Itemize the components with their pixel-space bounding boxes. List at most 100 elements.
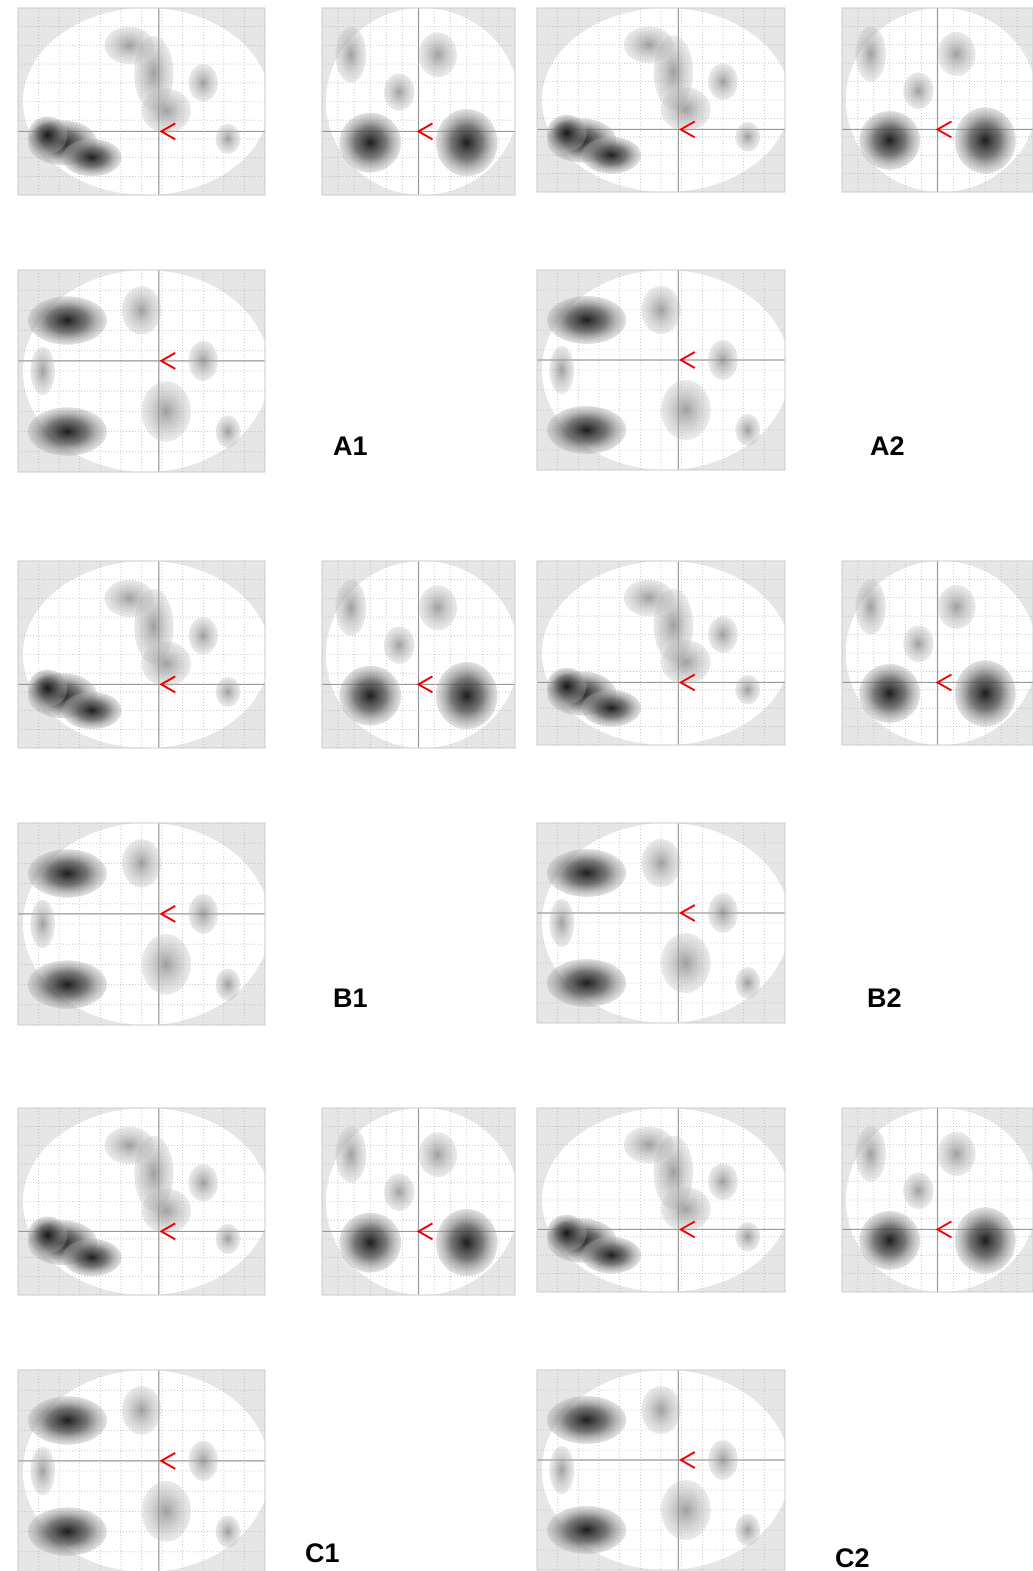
activation-blob xyxy=(641,286,681,334)
activation-blob xyxy=(938,1132,976,1176)
activation-blob xyxy=(547,115,587,152)
activation-blob xyxy=(641,1386,681,1434)
activation-blob xyxy=(339,666,401,726)
activation-blob xyxy=(549,899,574,947)
activation-blob xyxy=(903,625,934,662)
activation-blob xyxy=(938,585,976,629)
activation-blob xyxy=(661,380,711,440)
activation-blob xyxy=(30,1447,55,1495)
activation-blob xyxy=(624,26,674,63)
activation-blob xyxy=(28,1216,68,1253)
brain-panel xyxy=(842,561,1033,745)
activation-blob xyxy=(336,1127,367,1183)
brain-panel xyxy=(322,8,519,195)
activation-blob xyxy=(28,960,107,1008)
activation-blob xyxy=(549,1446,574,1494)
activation-blob xyxy=(436,109,498,176)
panel-label: B1 xyxy=(333,983,368,1013)
panels xyxy=(18,8,1033,1571)
activation-blob xyxy=(708,893,738,933)
activation-blob xyxy=(547,959,626,1007)
activation-blob xyxy=(62,692,121,729)
activation-blob xyxy=(384,626,415,663)
activation-blob xyxy=(336,580,367,636)
activation-blob xyxy=(624,579,674,616)
activation-blob xyxy=(582,137,642,174)
panel-label: C2 xyxy=(835,1543,870,1571)
brain-panel xyxy=(537,1370,790,1570)
activation-blob xyxy=(216,1515,241,1547)
brain-panel xyxy=(537,561,790,745)
activation-blob xyxy=(419,1132,458,1177)
activation-blob xyxy=(855,1126,886,1181)
activation-blob xyxy=(216,1224,241,1254)
activation-blob xyxy=(903,72,934,109)
activation-blob xyxy=(216,968,241,1000)
activation-blob xyxy=(28,1396,107,1444)
activation-blob xyxy=(188,341,218,381)
activation-blob xyxy=(903,1172,934,1209)
brain-panel xyxy=(322,1108,519,1295)
activation-blob xyxy=(188,1441,218,1481)
activation-blob xyxy=(735,967,760,999)
brain-panel xyxy=(537,823,790,1023)
activation-blob xyxy=(859,111,920,170)
activation-blob xyxy=(955,107,1016,173)
activation-blob xyxy=(28,407,107,455)
activation-blob xyxy=(855,26,886,81)
brain-panel xyxy=(18,8,270,195)
activation-blob xyxy=(216,124,241,154)
brain-panel xyxy=(537,270,790,470)
brain-panel xyxy=(18,823,270,1025)
activation-blob xyxy=(62,1239,121,1276)
activation-blob xyxy=(142,381,191,442)
activation-blob xyxy=(419,32,458,77)
activation-blob xyxy=(216,677,241,707)
activation-blob xyxy=(859,664,920,723)
activation-blob xyxy=(122,839,162,887)
activation-blob xyxy=(582,1237,642,1274)
activation-blob xyxy=(104,580,153,617)
activation-blob xyxy=(547,849,626,897)
activation-blob xyxy=(582,690,642,727)
panel-label: A1 xyxy=(333,431,368,461)
activation-blob xyxy=(188,64,218,101)
activation-blob xyxy=(735,1222,760,1251)
activation-blob xyxy=(547,1396,626,1444)
activation-blob xyxy=(547,1506,626,1554)
activation-blob xyxy=(661,1187,711,1231)
activation-blob xyxy=(104,27,153,64)
activation-blob xyxy=(859,1211,920,1270)
activation-blob xyxy=(339,1213,401,1273)
activation-blob xyxy=(104,1127,153,1164)
activation-blob xyxy=(938,32,976,76)
activation-blob xyxy=(216,415,241,447)
activation-blob xyxy=(122,286,162,334)
activation-blob xyxy=(661,933,711,993)
activation-blob xyxy=(735,1514,760,1546)
brain-panel xyxy=(18,561,270,748)
activation-blob xyxy=(735,675,760,704)
activation-blob xyxy=(30,900,55,948)
activation-blob xyxy=(661,1480,711,1540)
activation-blob xyxy=(30,347,55,395)
activation-blob xyxy=(142,641,191,686)
activation-blob xyxy=(384,1173,415,1210)
activation-blob xyxy=(336,27,367,83)
activation-blob xyxy=(708,616,738,653)
activation-blob xyxy=(28,116,68,153)
activation-blob xyxy=(549,346,574,394)
brain-panel xyxy=(842,8,1033,192)
activation-blob xyxy=(624,1126,674,1163)
activation-blob xyxy=(547,296,626,344)
activation-blob xyxy=(384,73,415,110)
activation-blob xyxy=(708,1440,738,1480)
activation-blob xyxy=(188,617,218,654)
activation-blob xyxy=(28,296,107,344)
activation-blob xyxy=(708,340,738,380)
activation-blob xyxy=(339,113,401,173)
panel-label: A2 xyxy=(870,431,905,461)
brain-panel xyxy=(537,1108,790,1292)
activation-blob xyxy=(142,1481,191,1542)
activation-blob xyxy=(955,660,1016,726)
